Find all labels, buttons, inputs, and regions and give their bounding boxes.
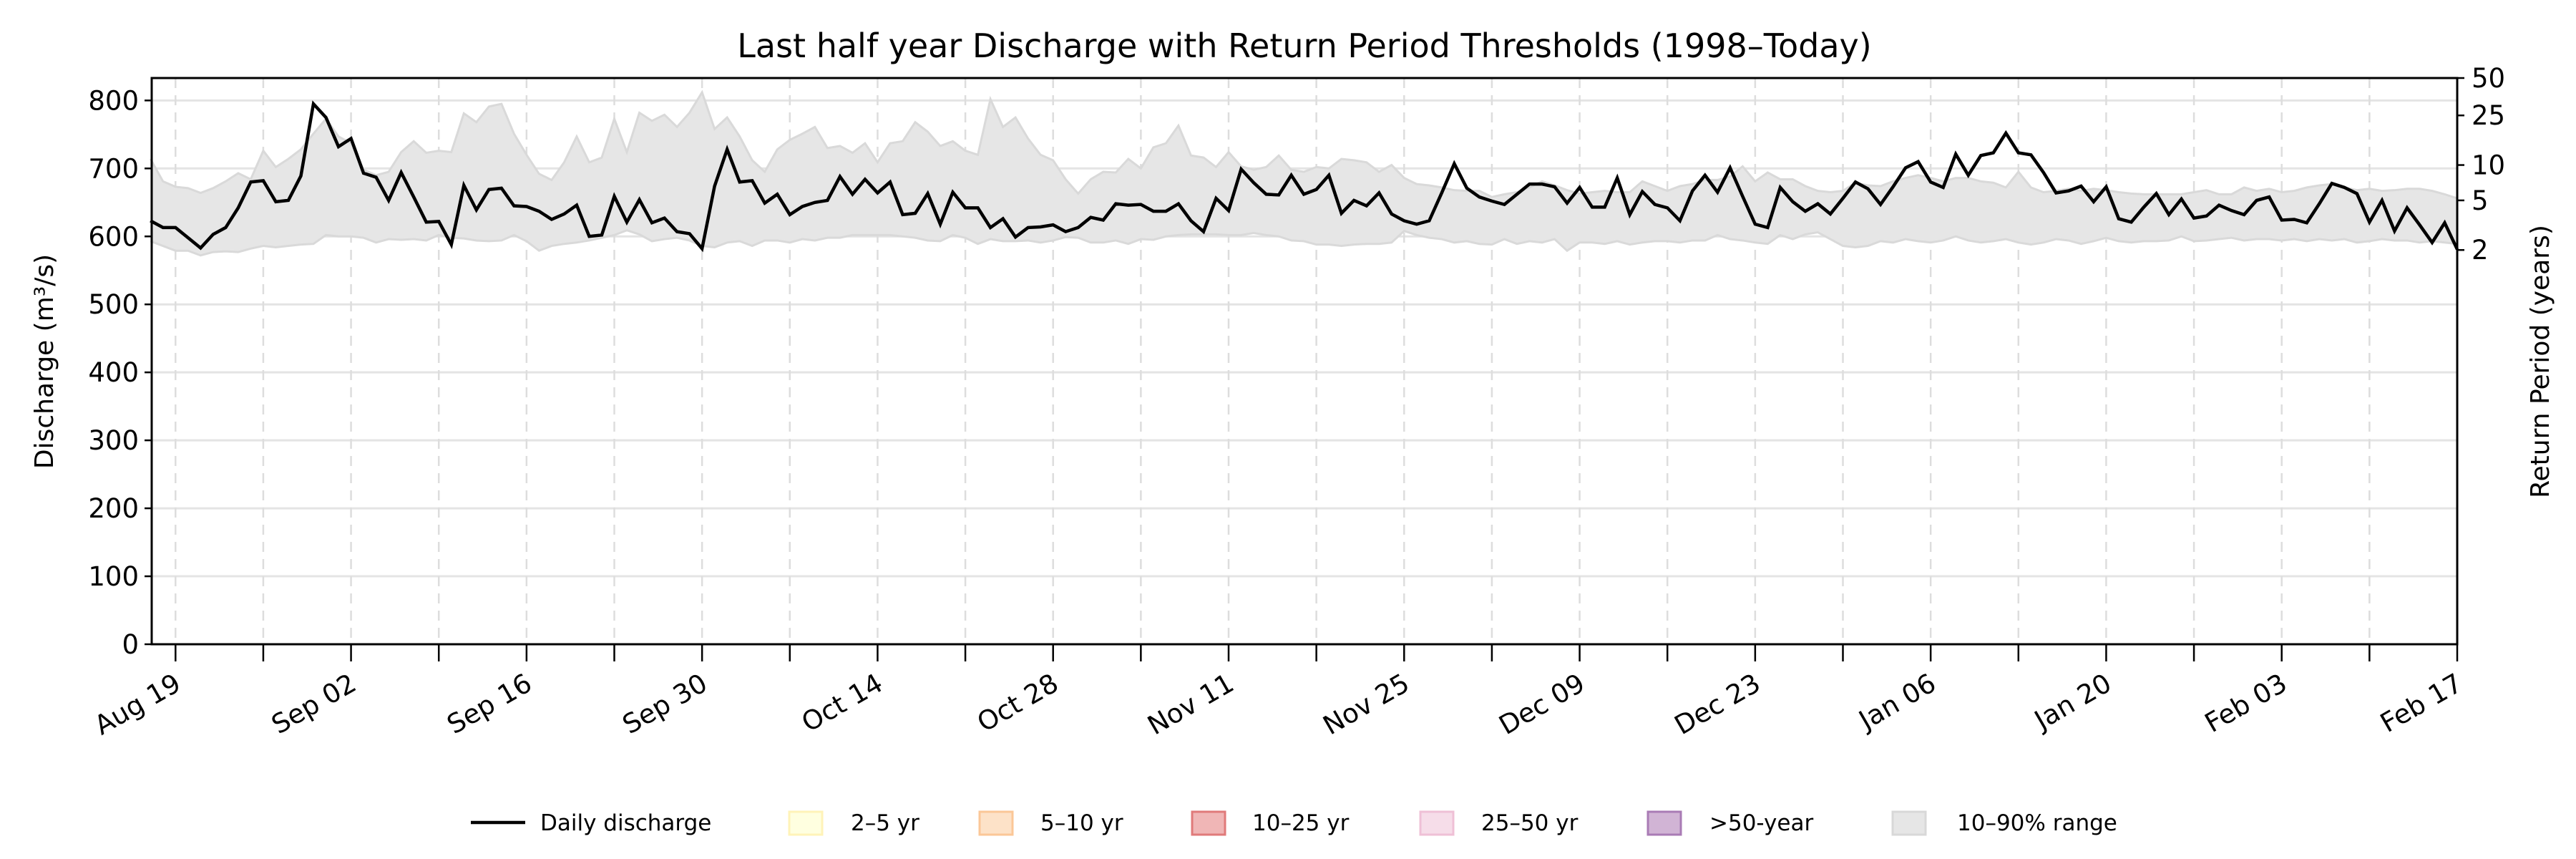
legend-patch-swatch — [1891, 810, 1927, 836]
y-tick-label: 700 — [88, 153, 139, 184]
y-tick-label: 500 — [88, 289, 139, 320]
legend-item: Daily discharge — [471, 810, 711, 836]
x-tick-label: Oct 14 — [796, 668, 888, 739]
legend-label: Daily discharge — [540, 810, 711, 836]
x-tick-label: Feb 03 — [2200, 668, 2292, 739]
legend-item: 10–25 yr — [1191, 810, 1350, 836]
range-band — [149, 89, 2458, 257]
right-y-tick-label: 50 — [2472, 63, 2505, 94]
right-y-axis-label: Return Period (years) — [2526, 225, 2555, 498]
legend-label: 5–10 yr — [1040, 810, 1123, 836]
y-tick-label: 600 — [88, 221, 139, 252]
y-tick-label: 200 — [88, 493, 139, 524]
x-tick-label: Aug 19 — [89, 668, 186, 742]
right-y-tick-label: 2 — [2472, 235, 2489, 266]
legend-patch-swatch — [1191, 810, 1226, 836]
plot-frame — [150, 77, 2459, 646]
legend-item: >50-year — [1646, 810, 1813, 836]
legend-label: >50-year — [1709, 810, 1813, 836]
x-tick-label: Sep 30 — [618, 668, 713, 741]
legend-item: 10–90% range — [1891, 810, 2117, 836]
y-tick-label: 0 — [122, 629, 139, 660]
x-tick-label: Sep 02 — [266, 668, 361, 741]
y-tick-label: 300 — [88, 425, 139, 456]
right-y-tick-label: 5 — [2472, 185, 2489, 216]
legend-item: 2–5 yr — [788, 810, 919, 836]
legend-patch-swatch — [1646, 810, 1682, 836]
legend: Daily discharge 2–5 yr 5–10 yr 10–25 yr 25–5… — [471, 810, 2117, 836]
chart-title: Last half year Discharge with Return Per… — [737, 26, 1871, 65]
y-tick-label: 800 — [88, 85, 139, 116]
legend-item: 5–10 yr — [978, 810, 1123, 836]
x-tick-label: Jan 20 — [2028, 668, 2117, 737]
legend-patch-swatch — [1419, 810, 1455, 836]
y-tick-label: 400 — [88, 357, 139, 388]
legend-item: 25–50 yr — [1419, 810, 1579, 836]
x-tick-label: Oct 28 — [972, 668, 1063, 739]
x-tick-label: Nov 11 — [1142, 668, 1239, 742]
legend-patch-swatch — [978, 810, 1014, 836]
right-y-tick-label: 25 — [2472, 100, 2505, 131]
x-tick-label: Jan 06 — [1853, 668, 1941, 737]
legend-label: 2–5 yr — [851, 810, 919, 836]
x-tick-label: Nov 25 — [1318, 668, 1415, 742]
legend-label: 10–25 yr — [1252, 810, 1350, 836]
y-axis-label: Discharge (m³/s) — [30, 254, 59, 469]
legend-label: 25–50 yr — [1481, 810, 1579, 836]
legend-label: 10–90% range — [1957, 810, 2117, 836]
discharge-series — [150, 100, 2459, 253]
range-band-area — [150, 92, 2457, 256]
right-y-tick-label: 10 — [2472, 150, 2505, 181]
x-tick-label: Feb 17 — [2375, 668, 2467, 739]
x-tick-label: Sep 16 — [441, 668, 537, 741]
y-tick-label: 100 — [88, 561, 139, 592]
x-tick-label: Dec 23 — [1669, 668, 1765, 741]
x-tick-label: Dec 09 — [1494, 668, 1590, 741]
range-band-lower-edge — [150, 229, 2458, 257]
legend-patch-swatch — [788, 810, 824, 836]
